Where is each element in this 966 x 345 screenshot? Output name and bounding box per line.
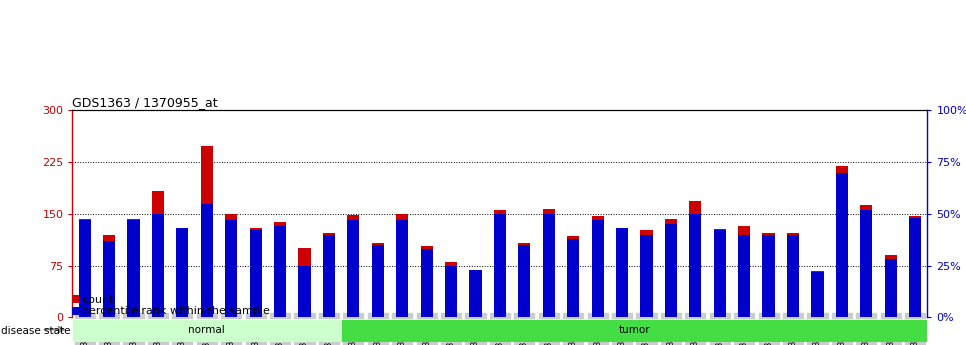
Bar	[78, 220, 91, 317]
Bar	[738, 235, 751, 317]
Bar	[787, 233, 799, 317]
Bar	[225, 220, 238, 317]
Bar	[909, 218, 922, 317]
Bar	[469, 270, 482, 317]
Bar	[323, 235, 335, 317]
Bar	[347, 215, 359, 317]
Bar	[762, 235, 775, 317]
Bar	[591, 220, 604, 317]
Bar	[689, 201, 701, 317]
Bar	[298, 266, 311, 317]
Bar	[72, 307, 79, 315]
Bar	[249, 228, 262, 317]
Bar	[128, 220, 140, 317]
Bar	[176, 229, 188, 317]
Bar	[420, 246, 433, 317]
Bar	[518, 243, 530, 317]
Bar	[494, 210, 506, 317]
Bar	[811, 271, 824, 317]
Bar	[885, 259, 896, 317]
Bar	[347, 220, 359, 317]
Bar	[909, 216, 922, 317]
Bar	[811, 272, 824, 317]
Bar	[640, 230, 653, 317]
Bar	[201, 204, 213, 317]
Bar	[225, 214, 238, 317]
Bar	[103, 241, 115, 317]
Bar	[860, 205, 872, 317]
Text: disease state: disease state	[1, 326, 71, 336]
Bar	[762, 233, 775, 317]
Bar	[323, 233, 335, 317]
Bar	[616, 228, 628, 317]
Text: tumor: tumor	[618, 325, 650, 335]
Bar	[445, 262, 457, 317]
Bar	[445, 266, 457, 317]
Bar	[665, 219, 677, 317]
Bar	[372, 245, 384, 317]
Bar	[469, 270, 482, 317]
Text: GDS1363 / 1370955_at: GDS1363 / 1370955_at	[72, 96, 218, 109]
Bar	[494, 214, 506, 317]
Text: percentile rank within the sample: percentile rank within the sample	[82, 306, 270, 316]
Bar	[616, 229, 628, 317]
Bar	[714, 230, 725, 317]
Bar	[176, 228, 188, 317]
Bar	[201, 146, 213, 317]
Bar	[152, 191, 164, 317]
Bar	[543, 209, 554, 317]
Bar	[665, 224, 677, 317]
Bar	[103, 235, 115, 317]
Bar	[274, 222, 286, 317]
Bar	[249, 230, 262, 317]
Bar	[78, 219, 91, 317]
Bar	[738, 226, 751, 317]
Bar	[372, 243, 384, 317]
Bar	[567, 236, 580, 317]
Bar	[591, 216, 604, 317]
Bar	[72, 319, 341, 342]
Bar	[640, 235, 653, 317]
Bar	[396, 214, 409, 317]
Bar	[72, 295, 79, 303]
Bar	[836, 166, 848, 317]
Bar	[274, 226, 286, 317]
Bar	[543, 214, 554, 317]
Bar	[567, 239, 580, 317]
Bar	[860, 210, 872, 317]
Text: normal: normal	[188, 325, 225, 335]
Text: count: count	[82, 295, 114, 305]
Bar	[298, 248, 311, 317]
Bar	[396, 220, 409, 317]
Bar	[518, 245, 530, 317]
Bar	[341, 319, 927, 342]
Bar	[420, 249, 433, 317]
Bar	[836, 172, 848, 317]
Bar	[128, 219, 140, 317]
Bar	[787, 235, 799, 317]
Bar	[152, 214, 164, 317]
Bar	[885, 255, 896, 317]
Bar	[689, 214, 701, 317]
Bar	[714, 229, 725, 317]
